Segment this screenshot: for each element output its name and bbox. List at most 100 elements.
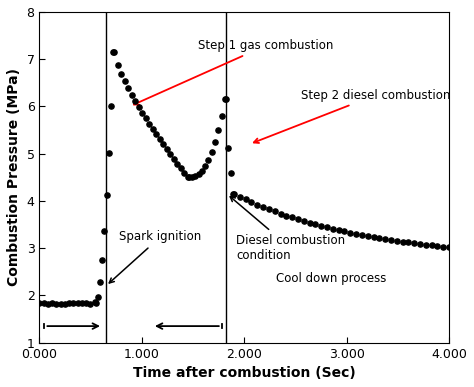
Text: Spark ignition: Spark ignition	[109, 230, 201, 283]
Text: Cool down process: Cool down process	[276, 272, 386, 285]
Point	[416, 241, 424, 247]
Point	[323, 224, 331, 231]
Point	[53, 301, 60, 307]
Point	[329, 226, 337, 232]
Point	[156, 136, 164, 142]
Point	[70, 300, 77, 306]
Point	[211, 139, 219, 145]
Point	[160, 141, 167, 147]
Point	[283, 212, 290, 219]
Point	[399, 238, 406, 245]
Point	[78, 300, 86, 306]
Point	[48, 300, 56, 307]
Point	[184, 174, 191, 180]
Point	[100, 228, 108, 234]
Point	[229, 191, 237, 197]
Point	[387, 237, 395, 243]
Point	[265, 206, 273, 212]
Point	[36, 300, 43, 306]
Point	[177, 165, 185, 171]
Point	[65, 300, 73, 307]
Point	[410, 240, 418, 246]
Point	[57, 301, 64, 307]
Point	[185, 174, 193, 180]
Point	[422, 241, 429, 248]
Point	[44, 301, 52, 307]
Point	[170, 156, 178, 162]
Point	[87, 300, 94, 307]
Point	[121, 78, 128, 84]
Point	[259, 204, 267, 210]
Point	[277, 211, 284, 217]
Point	[61, 300, 69, 307]
Point	[358, 232, 366, 238]
Point	[294, 216, 302, 223]
Point	[173, 161, 181, 167]
Point	[163, 146, 171, 152]
Y-axis label: Combustion Pressure (MPa): Combustion Pressure (MPa)	[7, 68, 21, 286]
Point	[439, 243, 447, 250]
Point	[434, 243, 441, 249]
Point	[227, 170, 234, 176]
Point	[153, 131, 160, 137]
Point	[40, 300, 47, 306]
Point	[198, 168, 206, 174]
Point	[375, 235, 383, 241]
Point	[124, 85, 132, 91]
Point	[370, 234, 377, 240]
Point	[352, 231, 360, 237]
Point	[288, 214, 296, 221]
Point	[346, 229, 354, 236]
Point	[99, 257, 106, 263]
Point	[135, 104, 143, 110]
Point	[146, 121, 153, 127]
Point	[92, 300, 100, 306]
Point	[103, 192, 110, 199]
Point	[335, 227, 342, 233]
Point	[247, 199, 255, 205]
Point	[218, 113, 225, 119]
Point	[393, 238, 401, 244]
Point	[208, 149, 216, 155]
Point	[128, 92, 136, 98]
Point	[107, 103, 115, 109]
Point	[271, 208, 279, 214]
Point	[230, 191, 238, 197]
Text: Diesel combustion
condition: Diesel combustion condition	[230, 197, 345, 262]
Point	[405, 239, 412, 245]
Point	[205, 157, 212, 163]
Point	[341, 228, 348, 235]
Point	[300, 218, 308, 224]
Point	[114, 62, 121, 68]
Point	[105, 151, 112, 157]
Point	[149, 126, 156, 132]
Point	[188, 174, 196, 180]
Point	[191, 173, 199, 179]
Point	[318, 223, 325, 229]
Point	[306, 220, 313, 226]
Point	[236, 194, 244, 200]
Point	[96, 279, 104, 285]
Point	[428, 242, 436, 248]
Point	[181, 170, 188, 176]
Point	[138, 110, 146, 116]
Point	[364, 233, 372, 239]
Point	[221, 96, 228, 103]
Point	[214, 127, 222, 133]
Point	[242, 196, 249, 202]
Point	[254, 202, 261, 208]
Point	[311, 221, 319, 228]
Point	[94, 294, 101, 300]
Point	[118, 70, 125, 77]
Point	[131, 98, 139, 104]
Point	[74, 300, 82, 306]
Point	[446, 244, 453, 250]
Point	[222, 96, 229, 103]
Point	[142, 115, 149, 122]
Point	[224, 145, 232, 151]
Point	[82, 300, 90, 306]
Point	[201, 163, 209, 170]
X-axis label: Time after combustion (Sec): Time after combustion (Sec)	[133, 366, 356, 380]
Point	[195, 171, 202, 177]
Text: Step 2 diesel combustion: Step 2 diesel combustion	[254, 89, 450, 143]
